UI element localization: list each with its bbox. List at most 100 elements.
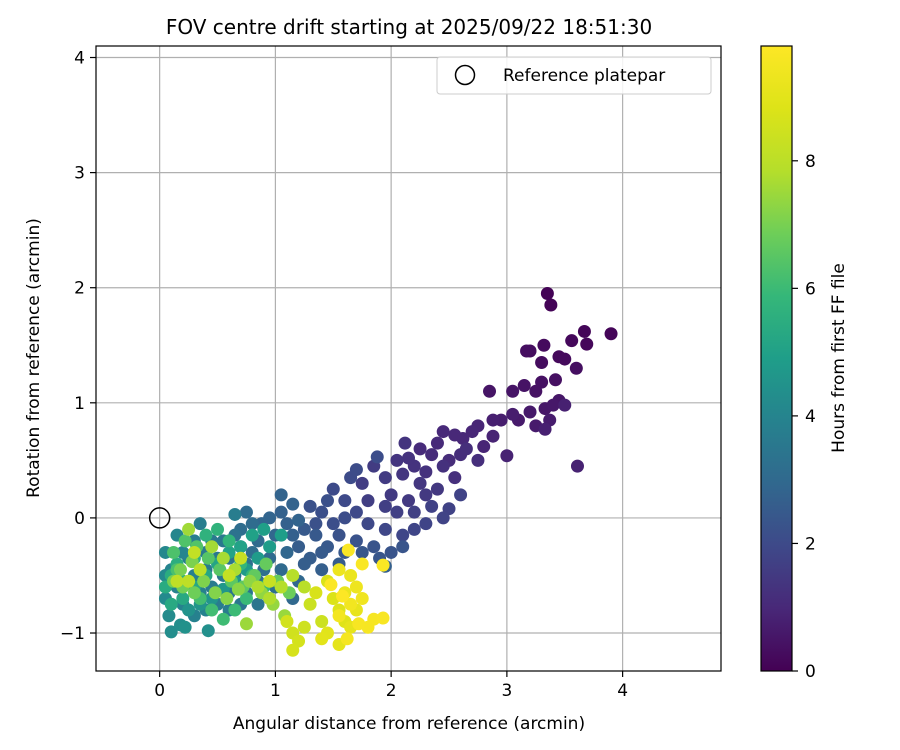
data-point bbox=[292, 513, 306, 527]
data-point bbox=[324, 578, 338, 592]
data-point bbox=[500, 449, 514, 463]
data-point bbox=[326, 517, 340, 531]
data-point bbox=[245, 528, 259, 542]
data-point bbox=[355, 591, 369, 605]
legend-label: Reference platepar bbox=[503, 66, 665, 86]
y-axis-ticks: −1 0 1 2 3 4 bbox=[60, 49, 96, 644]
data-point bbox=[216, 612, 230, 626]
x-tick-label: 0 bbox=[154, 681, 165, 701]
legend: Reference platepar bbox=[436, 56, 712, 95]
data-point bbox=[465, 425, 479, 439]
data-point bbox=[477, 440, 491, 454]
y-tick-label: 1 bbox=[74, 394, 85, 414]
data-point bbox=[164, 625, 178, 639]
data-point bbox=[448, 428, 462, 442]
data-point bbox=[286, 643, 300, 657]
data-point bbox=[506, 407, 520, 421]
y-axis-label: Rotation from reference (arcmin) bbox=[24, 218, 44, 498]
data-point bbox=[430, 436, 444, 450]
data-point bbox=[546, 398, 560, 412]
data-point bbox=[338, 494, 352, 508]
data-point bbox=[419, 517, 433, 531]
data-point bbox=[419, 488, 433, 502]
data-point bbox=[170, 574, 184, 588]
data-point bbox=[239, 617, 253, 631]
data-point bbox=[486, 413, 500, 427]
data-point bbox=[384, 545, 398, 559]
data-point bbox=[378, 499, 392, 513]
legend-marker bbox=[454, 64, 476, 86]
data-point bbox=[176, 545, 190, 559]
data-point bbox=[263, 540, 277, 554]
data-point bbox=[396, 528, 410, 542]
data-point bbox=[176, 591, 190, 605]
data-point bbox=[211, 522, 225, 536]
data-point bbox=[274, 528, 288, 542]
data-point bbox=[454, 488, 468, 502]
data-point bbox=[376, 558, 390, 572]
data-point bbox=[280, 545, 294, 559]
data-point bbox=[182, 522, 196, 536]
reference-marker-layer bbox=[148, 507, 171, 529]
data-point bbox=[309, 517, 323, 531]
data-point bbox=[222, 534, 236, 548]
data-point bbox=[425, 499, 439, 513]
data-point bbox=[201, 551, 215, 565]
data-point bbox=[173, 563, 187, 577]
data-point bbox=[407, 505, 421, 519]
y-tick-label: 0 bbox=[74, 509, 85, 529]
data-point bbox=[263, 574, 277, 588]
data-point bbox=[361, 494, 375, 508]
data-point bbox=[332, 528, 346, 542]
data-point bbox=[361, 517, 375, 531]
data-point bbox=[355, 545, 369, 559]
data-point bbox=[419, 465, 433, 479]
data-point bbox=[228, 603, 242, 617]
data-point bbox=[234, 551, 248, 565]
data-point bbox=[332, 563, 346, 577]
data-point bbox=[297, 580, 311, 594]
data-point bbox=[396, 467, 410, 481]
data-point bbox=[332, 609, 346, 623]
data-point bbox=[220, 591, 234, 605]
colorbar-ticks: 0 2 4 6 8 bbox=[792, 152, 816, 682]
data-point bbox=[448, 471, 462, 485]
data-point bbox=[286, 497, 300, 511]
data-point bbox=[355, 476, 369, 490]
data-point bbox=[216, 551, 230, 565]
data-point bbox=[459, 442, 473, 456]
data-point bbox=[376, 611, 390, 625]
data-point bbox=[349, 580, 363, 594]
data-point bbox=[436, 425, 450, 439]
y-tick-label: 4 bbox=[74, 49, 85, 69]
data-point bbox=[197, 574, 211, 588]
data-point bbox=[396, 540, 410, 554]
data-point bbox=[483, 384, 497, 398]
data-point bbox=[565, 334, 579, 348]
plot-frame bbox=[95, 45, 722, 672]
data-point bbox=[430, 482, 444, 496]
x-axis-label: Angular distance from reference (arcmin) bbox=[233, 714, 585, 734]
colorbar-tick-label: 6 bbox=[805, 279, 816, 299]
data-point bbox=[326, 482, 340, 496]
y-tick-label: 2 bbox=[74, 279, 85, 299]
data-point bbox=[436, 459, 450, 473]
data-point bbox=[187, 545, 201, 559]
data-point bbox=[187, 586, 201, 600]
data-point bbox=[413, 476, 427, 490]
colorbar: 0 2 4 6 8 Hours from first FF file bbox=[760, 45, 849, 682]
colorbar-tick-label: 2 bbox=[805, 534, 816, 554]
data-point bbox=[544, 298, 558, 312]
data-point bbox=[340, 632, 354, 646]
data-point bbox=[370, 450, 384, 464]
data-point bbox=[213, 563, 227, 577]
data-point bbox=[486, 429, 500, 443]
data-point bbox=[315, 505, 329, 519]
data-point bbox=[286, 528, 300, 542]
x-tick-label: 3 bbox=[501, 681, 512, 701]
data-point bbox=[529, 384, 543, 398]
data-point bbox=[297, 557, 311, 571]
data-point bbox=[201, 624, 215, 638]
data-point bbox=[182, 574, 196, 588]
data-point bbox=[604, 327, 618, 341]
